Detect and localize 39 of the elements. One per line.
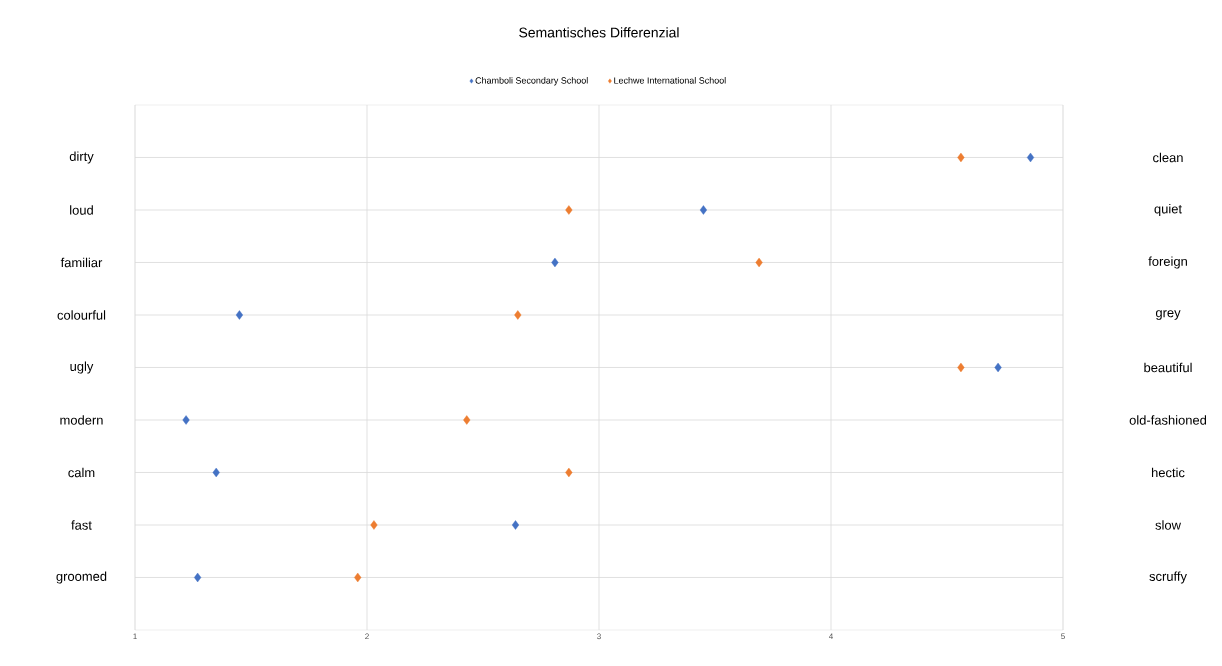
- y2-tick-label: clean: [1153, 152, 1183, 163]
- point: [212, 467, 220, 478]
- point: [565, 205, 573, 215]
- point: [194, 572, 202, 583]
- point: [565, 467, 573, 478]
- point: [370, 520, 378, 530]
- y-tick-label: ugly: [70, 361, 94, 374]
- point: [514, 310, 522, 320]
- legend-label: Lechwe International School: [614, 77, 726, 84]
- point: [463, 415, 471, 425]
- y-tick-label: fast: [71, 520, 92, 530]
- y2-tick-label: beautiful: [1144, 362, 1192, 373]
- point: [1026, 152, 1035, 163]
- y2-tick-label: hectic: [1151, 467, 1185, 478]
- point: [354, 572, 362, 583]
- y2-tick-label: slow: [1155, 520, 1181, 530]
- y-tick-label: dirty: [69, 151, 94, 164]
- y2-tick-label: scruffy: [1149, 571, 1187, 584]
- y2-tick-label: old-fashioned: [1129, 415, 1207, 425]
- chart-title: Semantisches Differenzial: [519, 27, 679, 38]
- y2-tick-label: foreign: [1148, 256, 1187, 269]
- point: [511, 520, 520, 530]
- y2-tick-label: quiet: [1154, 203, 1182, 217]
- point: [235, 310, 243, 320]
- y-tick-label: colourful: [57, 310, 106, 320]
- point: [182, 415, 190, 425]
- point: [699, 205, 707, 215]
- y-tick-label: familiar: [60, 257, 103, 268]
- point: [957, 362, 965, 373]
- legend-label: Chamboli Secondary School: [475, 77, 588, 86]
- point: [994, 362, 1002, 373]
- y-tick-label: groomed: [56, 571, 107, 584]
- point: [755, 257, 763, 268]
- y-tick-label: modern: [60, 415, 103, 425]
- point: [957, 152, 965, 163]
- y2-tick-label: grey: [1155, 310, 1181, 320]
- y-tick-label: loud: [70, 205, 93, 215]
- point: [551, 257, 559, 268]
- y-tick-label: calm: [68, 467, 95, 478]
